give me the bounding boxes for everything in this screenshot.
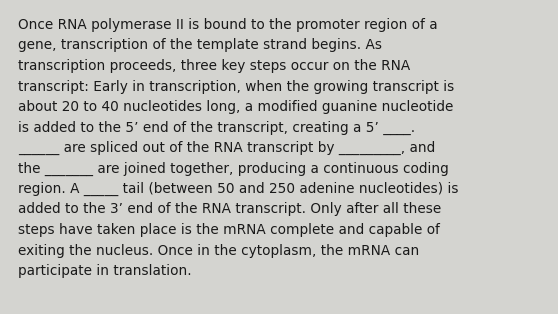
Text: the _______ are joined together, producing a continuous coding: the _______ are joined together, produci… (18, 161, 449, 176)
Text: region. A _____ tail (between 50 and 250 adenine nucleotides) is: region. A _____ tail (between 50 and 250… (18, 182, 459, 196)
Text: gene, transcription of the template strand begins. As: gene, transcription of the template stra… (18, 39, 382, 52)
Text: participate in translation.: participate in translation. (18, 264, 191, 278)
Text: ______ are spliced out of the RNA transcript by _________, and: ______ are spliced out of the RNA transc… (18, 141, 435, 155)
Text: exiting the nucleus. Once in the cytoplasm, the mRNA can: exiting the nucleus. Once in the cytopla… (18, 243, 419, 257)
Text: about 20 to 40 nucleotides long, a modified guanine nucleotide: about 20 to 40 nucleotides long, a modif… (18, 100, 453, 114)
Text: is added to the 5’ end of the transcript, creating a 5’ ____.: is added to the 5’ end of the transcript… (18, 121, 415, 135)
Text: transcript: Early in transcription, when the growing transcript is: transcript: Early in transcription, when… (18, 79, 454, 94)
Text: transcription proceeds, three key steps occur on the RNA: transcription proceeds, three key steps … (18, 59, 410, 73)
Text: steps have taken place is the mRNA complete and capable of: steps have taken place is the mRNA compl… (18, 223, 440, 237)
Text: Once RNA polymerase II is bound to the promoter region of a: Once RNA polymerase II is bound to the p… (18, 18, 437, 32)
Text: added to the 3’ end of the RNA transcript. Only after all these: added to the 3’ end of the RNA transcrip… (18, 203, 441, 216)
